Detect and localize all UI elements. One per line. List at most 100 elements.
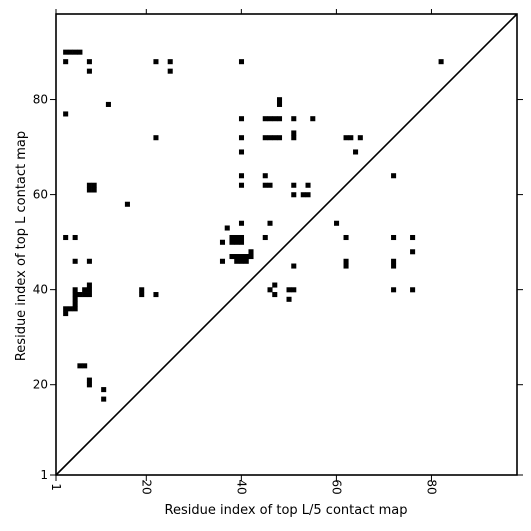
contact-cell [262, 116, 268, 122]
contact-cell [63, 234, 69, 241]
contact-cell [353, 149, 359, 155]
contact-cell [238, 135, 245, 141]
y-tick-label: 1 [40, 468, 48, 482]
contact-cell [72, 296, 78, 302]
diagonal-line [55, 13, 518, 476]
contact-cell [291, 182, 297, 188]
contact-cell [262, 234, 268, 241]
y-axis-ticks: 1 20 40 60 80 [33, 93, 523, 482]
contact-cell [63, 111, 69, 117]
y-tick-label: 20 [33, 378, 48, 392]
contact-cell [86, 59, 92, 65]
x-axis-label: Residue index of top L/5 contact map [165, 503, 408, 518]
contact-cell [234, 234, 240, 241]
contact-cell [91, 187, 97, 193]
contact-cell [67, 306, 73, 312]
contact-cell [391, 234, 397, 241]
contact-cell [291, 263, 297, 269]
contact-cell [272, 116, 278, 122]
contact-cell [86, 377, 92, 383]
contact-cell [63, 311, 69, 317]
contact-cell [77, 363, 83, 369]
contact-cell [77, 292, 83, 298]
contact-cell [343, 234, 349, 241]
contact-cell [286, 287, 292, 293]
x-tick-label: 40 [234, 479, 248, 494]
contact-cell [262, 182, 268, 188]
contact-cell [139, 287, 145, 293]
contact-cell [357, 135, 363, 141]
contact-cell [86, 382, 92, 388]
contact-cell [234, 254, 240, 260]
contact-cell [243, 258, 249, 264]
contact-cell [219, 258, 226, 264]
contact-cell [262, 173, 268, 179]
x-axis-ticks: 1 20 40 60 80 [49, 9, 438, 495]
contact-cell [262, 135, 268, 141]
contact-cell [286, 296, 292, 302]
contact-cell [91, 182, 97, 188]
contact-cell [391, 287, 397, 293]
contact-cell [72, 301, 78, 307]
contact-cell [272, 135, 278, 141]
y-axis-label: Residue index of top L contact map [14, 131, 29, 361]
contact-cell [343, 135, 349, 141]
contact-cell [86, 292, 92, 298]
contact-cell [234, 258, 240, 264]
contact-cell [224, 225, 230, 231]
contact-cell [234, 239, 240, 245]
contact-cell [86, 187, 92, 193]
contact-cell [438, 59, 444, 65]
contact-cell [72, 292, 78, 298]
y-tick-label: 40 [33, 283, 48, 297]
y-tick-label: 60 [33, 188, 48, 202]
contact-cell [82, 287, 88, 293]
contact-cell [391, 258, 397, 264]
contact-cell [63, 59, 69, 65]
contact-cell [72, 258, 78, 264]
y-tick-label: 80 [33, 93, 48, 107]
contact-cell [238, 173, 245, 179]
contact-cell [167, 59, 173, 65]
contact-cell [291, 116, 297, 122]
contact-cell [267, 135, 273, 141]
contact-cell [267, 182, 273, 188]
contact-cell [248, 249, 254, 255]
contact-cell [243, 254, 249, 260]
x-tick-label: 20 [139, 479, 153, 494]
contact-cell [229, 239, 235, 245]
contact-cell [86, 287, 92, 293]
contact-cell [229, 254, 235, 260]
contact-cell [276, 97, 283, 103]
contact-cell [82, 292, 88, 298]
contact-cell [72, 287, 78, 293]
contact-cell [267, 220, 273, 226]
contact-cell [410, 234, 416, 241]
contact-cell [272, 282, 278, 288]
contact-cell [348, 135, 354, 141]
contact-cell [410, 249, 416, 255]
contact-cell [391, 263, 397, 269]
contact-cell [267, 287, 273, 293]
contact-cell [272, 292, 278, 298]
contact-cell [63, 49, 69, 55]
contact-cell [305, 182, 311, 188]
contact-cell [105, 101, 111, 107]
contact-cell [139, 292, 145, 298]
contact-cell [229, 234, 235, 241]
contact-cell [72, 49, 78, 55]
x-tick-label: 60 [329, 479, 343, 494]
contact-cell [343, 258, 349, 264]
contact-cell [167, 68, 173, 74]
contact-cell [291, 130, 297, 136]
contact-cell [153, 135, 159, 141]
contact-cell [238, 234, 245, 241]
contact-cell [238, 258, 245, 264]
contact-cell [67, 49, 73, 55]
contact-cell [153, 59, 159, 65]
contact-cell [86, 182, 92, 188]
contact-cell [410, 287, 416, 293]
contact-cell [276, 116, 283, 122]
contact-cell [267, 116, 273, 122]
contact-cell [238, 149, 245, 155]
